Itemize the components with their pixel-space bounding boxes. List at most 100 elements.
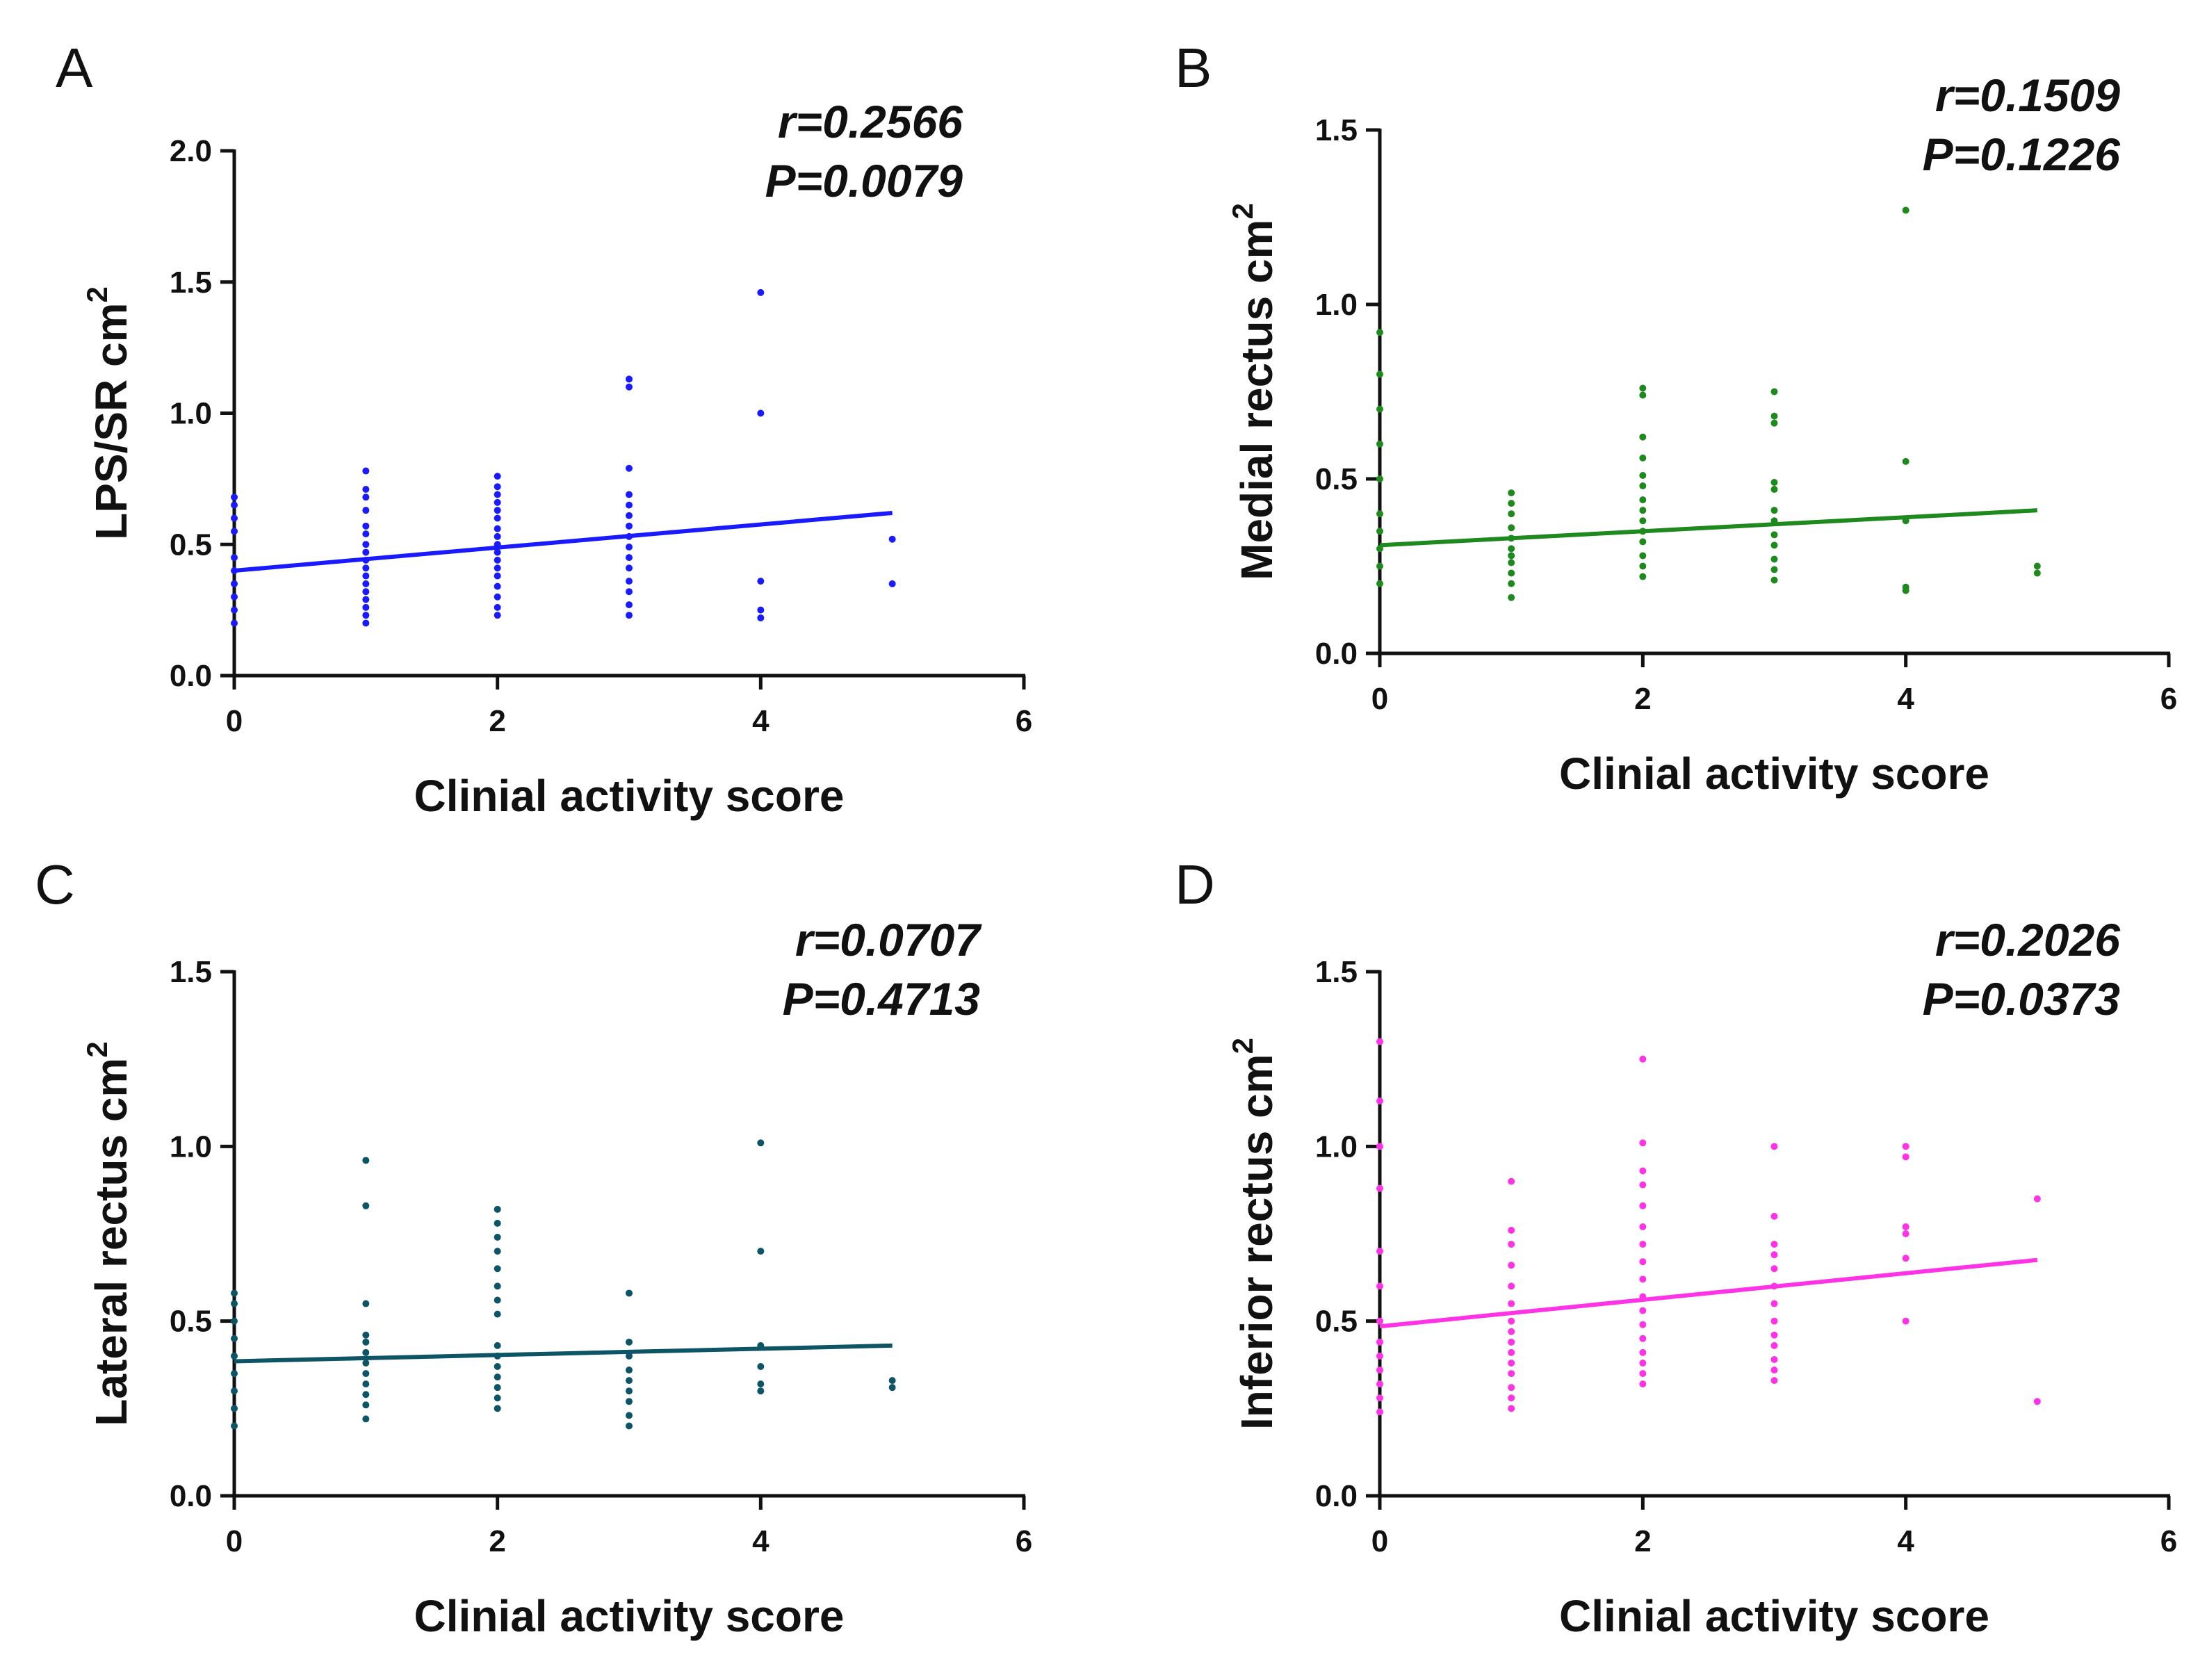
data-point <box>231 619 238 627</box>
data-point <box>362 588 370 596</box>
data-point <box>626 612 633 619</box>
x-tick-label: 0 <box>1371 1524 1388 1558</box>
data-point <box>1376 1038 1383 1045</box>
data-point <box>1902 1223 1909 1230</box>
panel-a: A 0.0 0.5 1.0 1.5 2.0 0 2 4 6 Clinial activity sco… <box>56 37 1032 821</box>
data-point <box>1770 1355 1778 1363</box>
y-tick-label: 2.0 <box>170 134 212 168</box>
data-point <box>231 606 238 614</box>
data-point <box>1639 471 1647 479</box>
data-point <box>757 409 765 417</box>
regression-line <box>1379 508 2037 548</box>
x-tick-label: 4 <box>1897 1524 1914 1558</box>
x-tick-label: 2 <box>489 704 505 738</box>
data-point <box>757 288 765 296</box>
data-point <box>231 1352 238 1360</box>
data-point <box>231 1317 238 1325</box>
y-tick-label: 0.0 <box>1315 1479 1358 1513</box>
data-point <box>1639 1321 1647 1328</box>
x-tick-label: 4 <box>752 704 769 738</box>
data-point <box>1508 1394 1515 1402</box>
y-axis-title: Inferior rectus cm2 <box>1226 1038 1282 1430</box>
y-axis-title-text: Medial rectus cm <box>1232 220 1282 580</box>
data-point <box>1376 1184 1383 1192</box>
data-point <box>1376 1352 1383 1360</box>
data-point <box>1508 524 1515 532</box>
y-axis-title: LPS/SR cm2 <box>81 286 136 540</box>
y-axis-title-superscript: 2 <box>81 286 113 302</box>
data-point <box>757 578 765 585</box>
data-point <box>494 612 501 619</box>
data-point <box>626 554 633 562</box>
data-point <box>1508 1317 1515 1325</box>
data-point <box>1508 1282 1515 1290</box>
y-axis-title: Medial rectus cm2 <box>1226 203 1282 580</box>
data-point <box>494 1384 501 1392</box>
data-point <box>494 572 501 580</box>
data-point <box>1376 1338 1383 1346</box>
data-point <box>1508 1405 1515 1412</box>
r-value: r=0.0707 <box>795 914 982 965</box>
data-point <box>1508 1348 1515 1356</box>
data-point <box>1770 388 1778 395</box>
data-point <box>362 1370 370 1378</box>
data-point <box>362 494 370 501</box>
data-point <box>1508 1338 1515 1346</box>
data-point <box>1639 454 1647 462</box>
data-point <box>1770 1341 1778 1349</box>
data-point <box>1376 528 1383 535</box>
data-point <box>626 1412 633 1419</box>
y-tick-label: 0.5 <box>170 528 212 562</box>
data-point <box>1639 1307 1647 1314</box>
data-point <box>494 556 501 564</box>
data-point <box>362 1348 370 1356</box>
data-point <box>888 1384 896 1392</box>
data-point <box>626 512 633 519</box>
data-point <box>757 614 765 621</box>
data-point <box>1902 1230 1909 1237</box>
data-point <box>362 1401 370 1409</box>
x-tick-label: 2 <box>1634 1524 1651 1558</box>
data-point <box>494 532 501 540</box>
panel-b: B 0.0 0.5 1.0 1.5 0 2 4 6 Clinial activity score M… <box>1175 37 2177 799</box>
data-point <box>1639 1359 1647 1367</box>
data-point <box>1376 1143 1383 1150</box>
y-tick-label: 1.0 <box>1315 288 1358 322</box>
x-tick-label: 2 <box>1634 682 1651 716</box>
data-point <box>1508 489 1515 497</box>
r-value: r=0.2566 <box>778 96 963 147</box>
panel-letter: D <box>1175 854 1215 915</box>
data-point <box>1770 1143 1778 1150</box>
r-value: r=0.1509 <box>1935 70 2120 121</box>
data-point <box>1639 384 1647 392</box>
data-point <box>1770 1367 1778 1374</box>
data-point <box>626 588 633 596</box>
data-point <box>1639 1181 1647 1189</box>
data-point <box>1639 1202 1647 1209</box>
data-point <box>1770 1331 1778 1339</box>
data-point <box>1376 1282 1383 1290</box>
data-point <box>231 593 238 601</box>
data-point <box>1902 1255 1909 1262</box>
data-point <box>1902 206 1909 214</box>
data-point <box>1639 1380 1647 1388</box>
p-value: P=0.0373 <box>1923 973 2120 1025</box>
data-point <box>362 530 370 538</box>
data-point <box>2033 1398 2041 1405</box>
data-point <box>494 1394 501 1402</box>
data-point <box>1508 1241 1515 1248</box>
panel-letter: B <box>1175 37 1212 99</box>
data-point <box>362 1331 370 1339</box>
x-axis-title: Clinial activity score <box>1559 749 1989 799</box>
data-point <box>626 1289 633 1297</box>
data-point <box>1770 1265 1778 1273</box>
data-point <box>231 494 238 501</box>
data-point <box>1639 552 1647 560</box>
data-point <box>231 1370 238 1378</box>
data-point <box>1770 555 1778 563</box>
data-point <box>757 1363 765 1371</box>
data-point <box>1770 1317 1778 1325</box>
data-point <box>1770 576 1778 584</box>
data-point <box>362 1202 370 1209</box>
